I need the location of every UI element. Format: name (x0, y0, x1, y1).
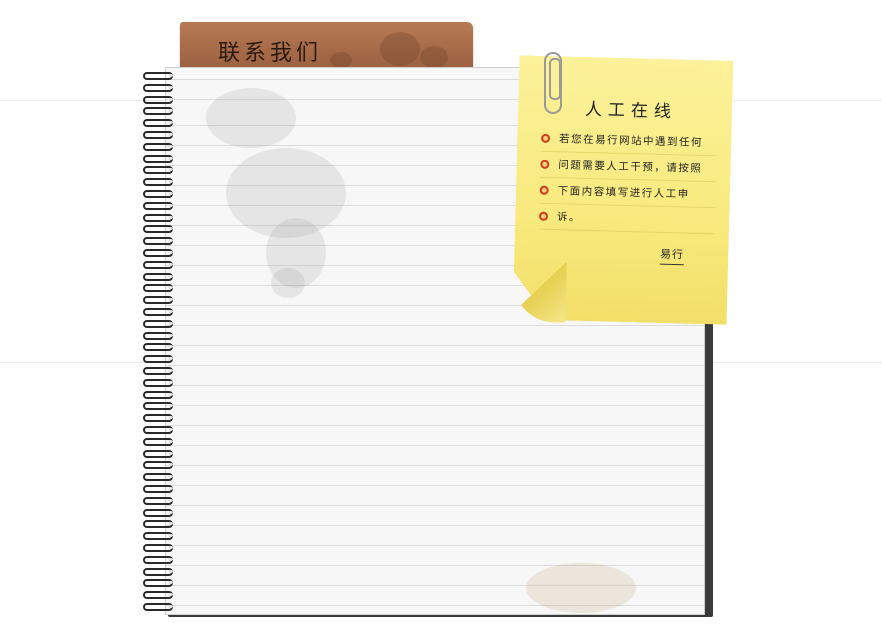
tab-label: 联系我们 (218, 41, 323, 66)
ink-splat (206, 88, 296, 148)
spiral-ring (143, 532, 173, 541)
note-line-text: 诉。 (556, 211, 582, 224)
tab-stain (380, 32, 420, 66)
spiral-ring (143, 83, 173, 92)
spiral-ring (143, 131, 173, 139)
spiral-ring (143, 426, 173, 434)
spiral-ring (143, 201, 173, 210)
spiral-ring (143, 107, 173, 116)
spiral-ring (143, 308, 173, 316)
spiral-ring (143, 567, 173, 576)
contact-us-tab[interactable]: 联系我们 (180, 22, 473, 74)
ink-splat (266, 218, 326, 288)
spiral-ring (143, 296, 173, 305)
spiral-ring (143, 496, 173, 505)
spiral-ring (143, 603, 173, 611)
spiral-ring (143, 473, 173, 482)
note-line-text: 下面内容填写进行人工申 (557, 185, 690, 201)
spiral-ring (143, 72, 173, 80)
note-line-text: 若您在易行网站中遇到任何 (558, 133, 704, 149)
note-line-text: 问题需要人工干预，请按照 (558, 159, 703, 175)
spiral-ring (143, 367, 173, 375)
spiral-ring (143, 390, 173, 399)
spiral-ring (143, 508, 173, 517)
spiral-ring (143, 249, 173, 257)
spiral-ring (143, 178, 173, 187)
spiral-ring (143, 437, 173, 446)
spiral-ring (143, 520, 173, 529)
spiral-ring (143, 402, 173, 411)
spiral-ring (143, 449, 173, 458)
spiral-ring (143, 319, 173, 328)
spiral-ring (143, 237, 173, 246)
spiral-ring (143, 284, 173, 293)
spiral-ring (143, 414, 173, 423)
spiral-ring (143, 272, 173, 281)
bullet-icon (540, 159, 550, 169)
bullet-icon (538, 211, 549, 221)
spiral-binding (143, 70, 175, 615)
tab-stain (420, 46, 448, 68)
note-line: 诉。 (538, 203, 716, 235)
spiral-ring (143, 579, 173, 588)
note-signature: 易行 (659, 245, 685, 266)
spiral-ring (143, 119, 173, 128)
spiral-ring (143, 343, 173, 352)
spiral-ring (143, 555, 173, 564)
spiral-ring (143, 213, 173, 222)
ink-splat (271, 268, 305, 298)
spiral-ring (143, 142, 173, 151)
spiral-ring (143, 485, 173, 493)
note-title: 人工在线 (584, 99, 678, 123)
spiral-ring (143, 95, 173, 104)
ink-splat (226, 148, 346, 238)
spiral-ring (143, 544, 173, 552)
spiral-ring (143, 260, 173, 269)
spiral-ring (143, 190, 173, 198)
bullet-icon (540, 133, 551, 143)
spiral-ring (143, 154, 173, 163)
coffee-stain (526, 563, 636, 613)
tab-stain (330, 52, 352, 68)
spiral-ring (143, 166, 173, 175)
spiral-ring (143, 591, 173, 600)
bullet-icon (539, 185, 549, 195)
spiral-ring (143, 331, 173, 340)
paperclip-icon (544, 52, 562, 114)
spiral-ring (143, 461, 173, 470)
note-text-list: 若您在易行网站中遇到任何 问题需要人工干预，请按照 下面内容填写进行人工申 诉。 (538, 125, 718, 235)
spiral-ring (143, 225, 173, 234)
spiral-ring (143, 378, 173, 387)
spiral-ring (143, 355, 173, 364)
